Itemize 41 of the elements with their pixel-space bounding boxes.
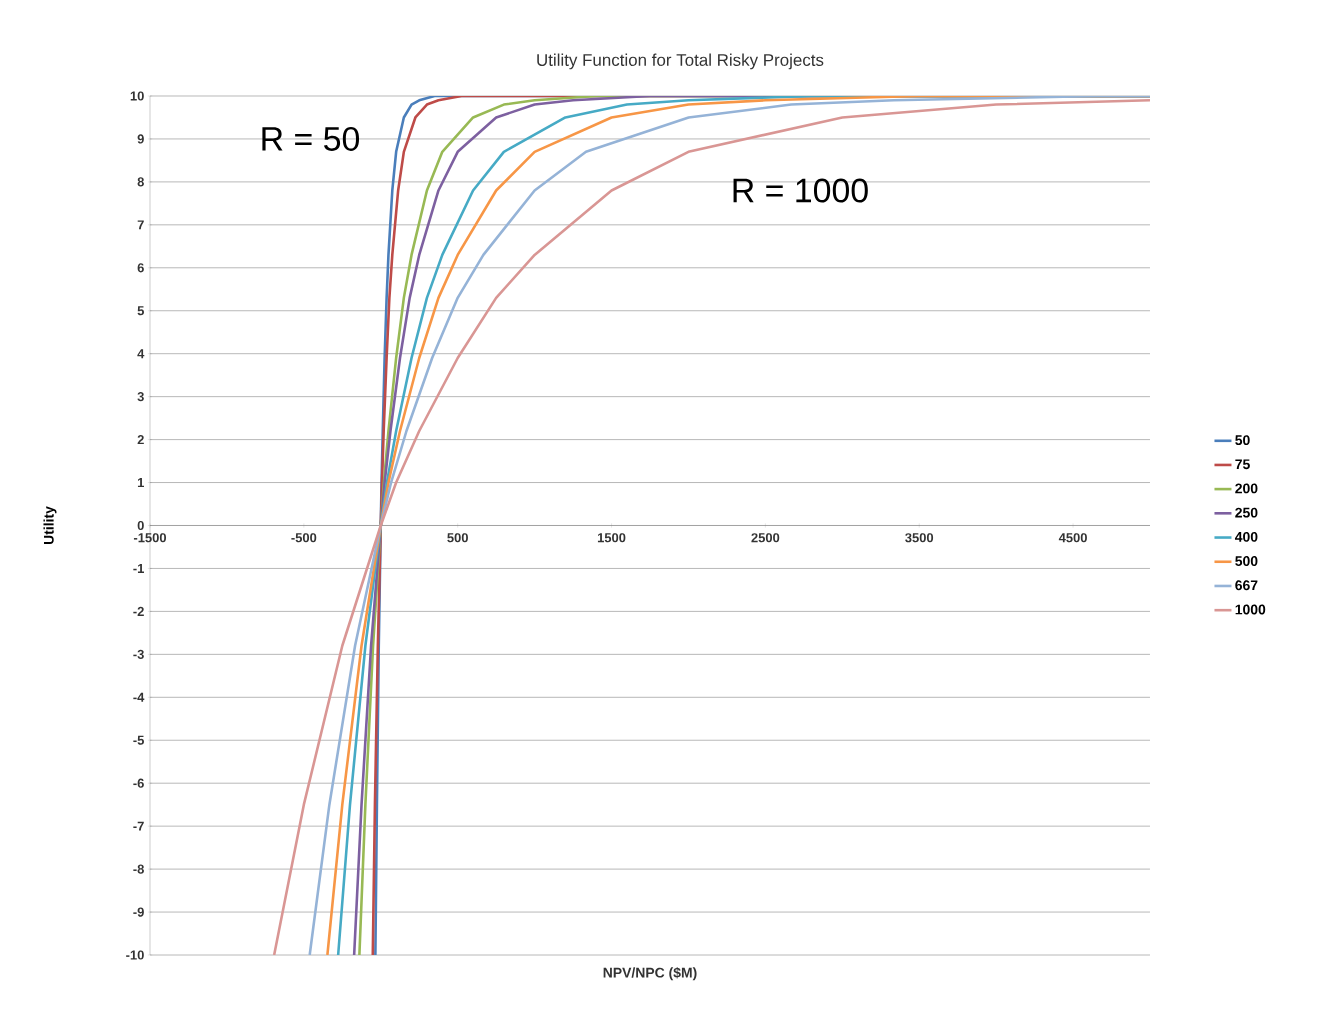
x-tick-label: 2500 [751, 533, 780, 543]
chart-title: Utility Function for Total Risky Projects [537, 53, 824, 70]
y-tick-label: 3 [137, 392, 144, 402]
legend-label: 1000 [1235, 604, 1266, 615]
y-tick-label: 10 [130, 91, 144, 101]
y-tick-label: -1 [133, 563, 144, 573]
x-axis-title: NPV/NPC ($M) [603, 967, 697, 981]
annotation: R = 50 [262, 126, 360, 151]
y-tick-label: -9 [133, 907, 144, 917]
y-tick-label: -6 [133, 778, 144, 788]
x-tick-label: -1500 [133, 533, 167, 543]
y-axis-title: Utility [43, 506, 57, 545]
legend-label: 250 [1235, 507, 1258, 518]
legend-label: 50 [1235, 435, 1250, 446]
y-tick-label: -5 [133, 735, 144, 745]
x-tick-label: 3500 [905, 533, 934, 543]
legend-label: 667 [1235, 580, 1258, 591]
y-tick-label: 8 [137, 177, 144, 187]
x-tick-label: 500 [447, 533, 468, 543]
y-tick-label: 2 [137, 435, 144, 445]
x-tick-label: -500 [291, 533, 317, 543]
legend-label: 200 [1235, 483, 1258, 494]
legend-label: 400 [1234, 531, 1258, 542]
y-tick-label: 7 [137, 220, 144, 230]
annotation: R = 1000 [733, 178, 868, 203]
y-tick-label: 6 [137, 263, 144, 273]
x-tick-label: 4500 [1058, 533, 1087, 543]
y-tick-label: -4 [133, 692, 145, 702]
y-tick-label: -8 [133, 864, 144, 874]
y-tick-label: 1 [137, 478, 144, 487]
y-tick-label: -7 [133, 821, 144, 831]
y-tick-label: 4 [137, 349, 145, 359]
legend-label: 500 [1235, 556, 1258, 567]
y-tick-label: 0 [137, 520, 144, 531]
x-tick-label: 1500 [597, 533, 626, 543]
y-tick-label: -2 [133, 606, 144, 616]
y-tick-label: -3 [133, 649, 144, 659]
y-tick-label: -10 [126, 950, 144, 960]
legend-label: 75 [1235, 459, 1250, 470]
y-tick-label: 5 [137, 306, 144, 316]
y-tick-label: 9 [137, 134, 144, 144]
